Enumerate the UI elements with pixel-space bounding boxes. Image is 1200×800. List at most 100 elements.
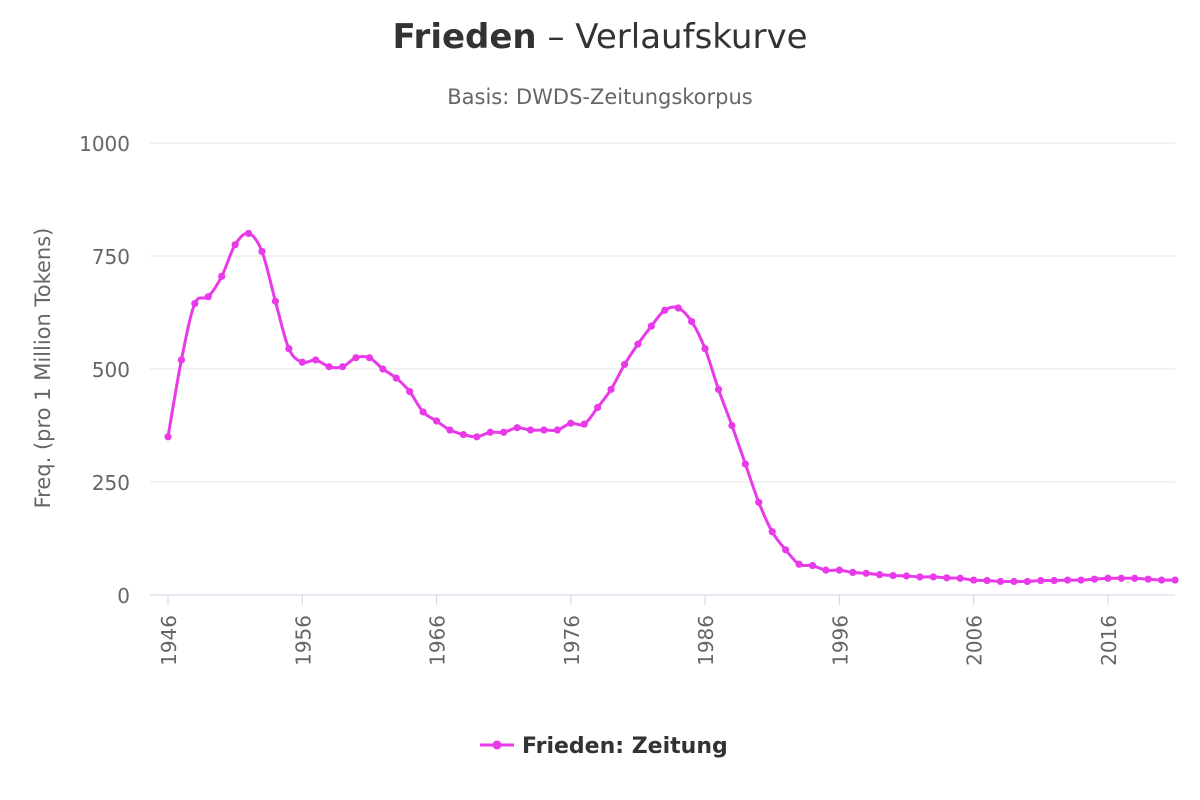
data-point[interactable] [862, 569, 870, 577]
data-point[interactable] [661, 306, 669, 314]
data-point[interactable] [164, 433, 172, 441]
data-point[interactable] [580, 420, 588, 428]
data-point[interactable] [835, 566, 843, 574]
data-point[interactable] [244, 229, 253, 237]
data-point[interactable] [191, 299, 199, 308]
data-point[interactable] [204, 293, 212, 301]
data-point[interactable] [889, 571, 897, 580]
data-point[interactable] [1144, 575, 1152, 583]
series-layer [164, 229, 1179, 586]
data-point[interactable] [1050, 576, 1058, 585]
data-point[interactable] [1131, 574, 1139, 582]
x-tick-label: 1946 [157, 615, 181, 666]
data-point[interactable] [1063, 576, 1072, 584]
data-point[interactable] [352, 354, 360, 362]
data-point[interactable] [338, 363, 347, 371]
data-point[interactable] [553, 426, 561, 434]
data-point[interactable] [728, 421, 736, 430]
x-axis: 1946 1956 1966 1976 1986 1996 2006 2016 [150, 594, 1175, 666]
chart-title-keyword: Frieden [393, 17, 537, 57]
data-point[interactable] [674, 304, 682, 312]
grid-lines [150, 142, 1175, 596]
chart-title: Frieden – Verlaufskurve [393, 17, 808, 57]
data-point[interactable] [970, 576, 978, 584]
data-point[interactable] [808, 562, 817, 570]
data-point[interactable] [285, 345, 293, 353]
data-point[interactable] [486, 428, 494, 436]
y-axis-ticks: 0 250 500 750 1000 [79, 132, 130, 608]
y-tick-label: 750 [92, 245, 130, 269]
data-point[interactable] [298, 358, 306, 366]
data-point[interactable] [956, 574, 964, 582]
data-point[interactable] [406, 388, 414, 396]
data-point[interactable] [1117, 574, 1125, 582]
data-point[interactable] [688, 317, 696, 326]
data-point[interactable] [1090, 575, 1099, 583]
data-point[interactable] [526, 426, 535, 434]
data-point[interactable] [943, 574, 951, 582]
data-point[interactable] [258, 247, 266, 256]
data-point[interactable] [1037, 576, 1045, 585]
data-point[interactable] [1023, 577, 1031, 586]
data-point[interactable] [325, 363, 333, 371]
data-point[interactable] [312, 356, 320, 364]
data-point[interactable] [902, 572, 911, 580]
x-tick-label: 1966 [426, 615, 450, 666]
x-tick-label: 1996 [828, 615, 852, 666]
data-point[interactable] [996, 577, 1005, 586]
data-point[interactable] [177, 356, 186, 364]
x-tick-label: 2006 [963, 615, 987, 666]
data-point[interactable] [822, 566, 830, 574]
data-point[interactable] [714, 385, 723, 393]
data-point[interactable] [513, 424, 521, 432]
data-point[interactable] [473, 433, 481, 441]
x-tick-label: 1956 [291, 615, 315, 666]
data-point[interactable] [929, 573, 937, 581]
series-line [166, 231, 1176, 584]
data-point[interactable] [607, 385, 615, 393]
data-point[interactable] [983, 576, 991, 585]
data-point[interactable] [419, 408, 427, 416]
data-point[interactable] [446, 426, 454, 434]
data-point[interactable] [620, 360, 629, 369]
data-point[interactable] [1104, 574, 1112, 582]
y-axis-label: Freq. (pro 1 Million Tokens) [31, 228, 55, 509]
data-point[interactable] [1171, 576, 1179, 584]
x-tick-label: 2016 [1097, 615, 1121, 666]
data-point[interactable] [647, 322, 655, 330]
data-point[interactable] [741, 460, 749, 468]
data-point[interactable] [768, 528, 776, 536]
data-point[interactable] [634, 340, 642, 348]
data-point[interactable] [392, 374, 400, 382]
y-tick-label: 500 [92, 358, 130, 382]
data-point[interactable] [379, 365, 387, 373]
data-point[interactable] [916, 573, 924, 581]
data-point[interactable] [782, 546, 790, 554]
legend[interactable]: Frieden: Zeitung [480, 734, 728, 759]
data-point[interactable] [1157, 576, 1166, 584]
data-point[interactable] [876, 571, 884, 579]
data-point[interactable] [1010, 577, 1018, 586]
legend-label: Frieden: Zeitung [522, 734, 728, 759]
data-point[interactable] [849, 568, 857, 577]
data-point[interactable] [500, 428, 508, 436]
data-point[interactable] [594, 403, 602, 412]
data-point[interactable] [701, 345, 709, 353]
data-point[interactable] [567, 419, 575, 427]
data-point[interactable] [231, 241, 239, 249]
chart-subtitle: Basis: DWDS-Zeitungskorpus [447, 85, 753, 109]
data-point[interactable] [432, 417, 441, 425]
data-point[interactable] [218, 272, 226, 280]
data-point[interactable] [271, 297, 280, 305]
data-point[interactable] [755, 498, 763, 506]
data-point[interactable] [540, 426, 548, 434]
y-tick-label: 1000 [79, 132, 130, 156]
data-point[interactable] [795, 560, 803, 568]
data-point[interactable] [365, 354, 373, 362]
data-point[interactable] [459, 430, 467, 439]
y-tick-label: 250 [92, 471, 130, 495]
legend-marker-symbol [492, 740, 502, 750]
chart-title-rest: – Verlaufskurve [537, 17, 808, 57]
data-point[interactable] [1077, 576, 1085, 584]
